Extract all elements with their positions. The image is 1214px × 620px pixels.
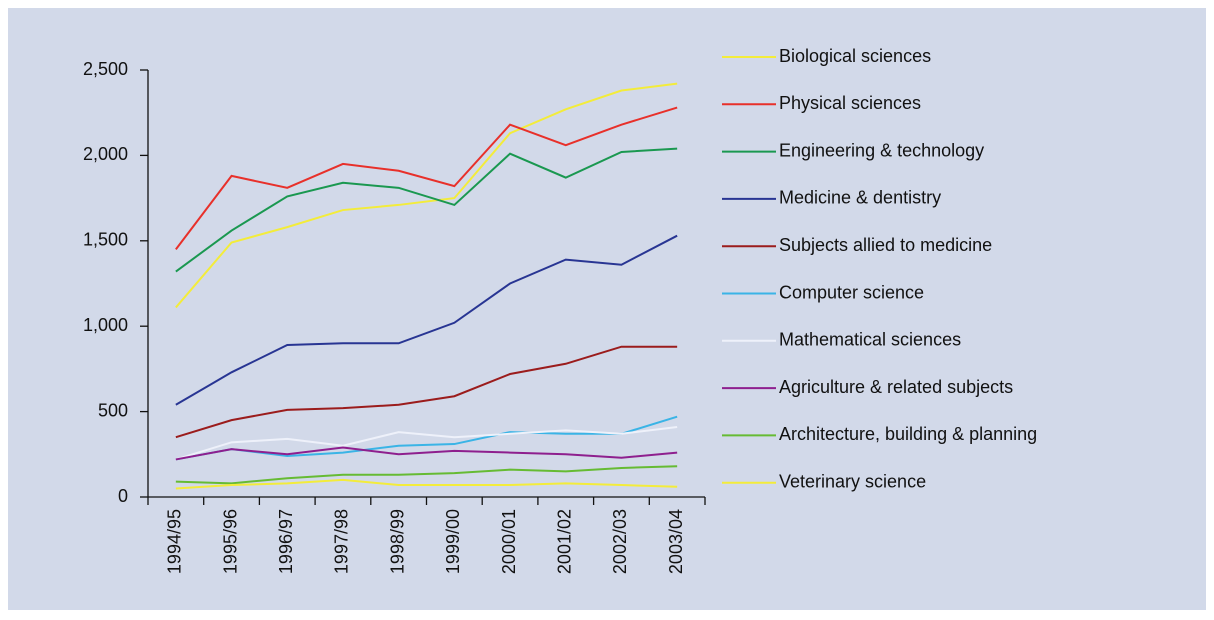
x-tick-label: 2003/04 xyxy=(666,509,686,574)
panel xyxy=(8,8,1206,610)
legend-label: Physical sciences xyxy=(779,93,921,113)
x-tick-label: 1996/97 xyxy=(276,509,296,574)
legend-label: Medicine & dentistry xyxy=(779,188,941,208)
series-line xyxy=(175,82,678,309)
y-tick-label: 1,500 xyxy=(83,230,128,250)
y-tick-label: 2,000 xyxy=(83,144,128,164)
legend-label: Engineering & technology xyxy=(779,140,984,160)
legend-label: Computer science xyxy=(779,282,924,302)
x-tick-label: 1997/98 xyxy=(332,509,352,574)
y-tick-label: 1,000 xyxy=(83,315,128,335)
x-tick-label: 1995/96 xyxy=(220,509,240,574)
series-line xyxy=(175,106,678,250)
series-line xyxy=(175,446,678,461)
x-tick-label: 1998/99 xyxy=(387,509,407,574)
legend-label: Architecture, building & planning xyxy=(779,424,1037,444)
y-tick-label: 0 xyxy=(118,486,128,506)
series-line xyxy=(175,147,678,273)
legend-label: Mathematical sciences xyxy=(779,330,961,350)
x-tick-label: 2002/03 xyxy=(610,509,630,574)
legend-label: Subjects allied to medicine xyxy=(779,235,992,255)
x-tick-label: 2001/02 xyxy=(555,509,575,574)
x-tick-label: 2000/01 xyxy=(499,509,519,574)
x-tick-label: 1994/95 xyxy=(165,509,185,574)
y-tick-label: 500 xyxy=(98,400,128,420)
legend-label: Agriculture & related subjects xyxy=(779,377,1013,397)
legend-label: Veterinary science xyxy=(779,471,926,491)
series-line xyxy=(175,465,678,485)
y-tick-label: 2,500 xyxy=(83,59,128,79)
series-line xyxy=(175,425,678,461)
series-line xyxy=(175,345,678,439)
legend-label: Biological sciences xyxy=(779,46,931,66)
series-line xyxy=(175,478,678,490)
series-line xyxy=(175,234,678,406)
x-tick-label: 1999/00 xyxy=(443,509,463,574)
